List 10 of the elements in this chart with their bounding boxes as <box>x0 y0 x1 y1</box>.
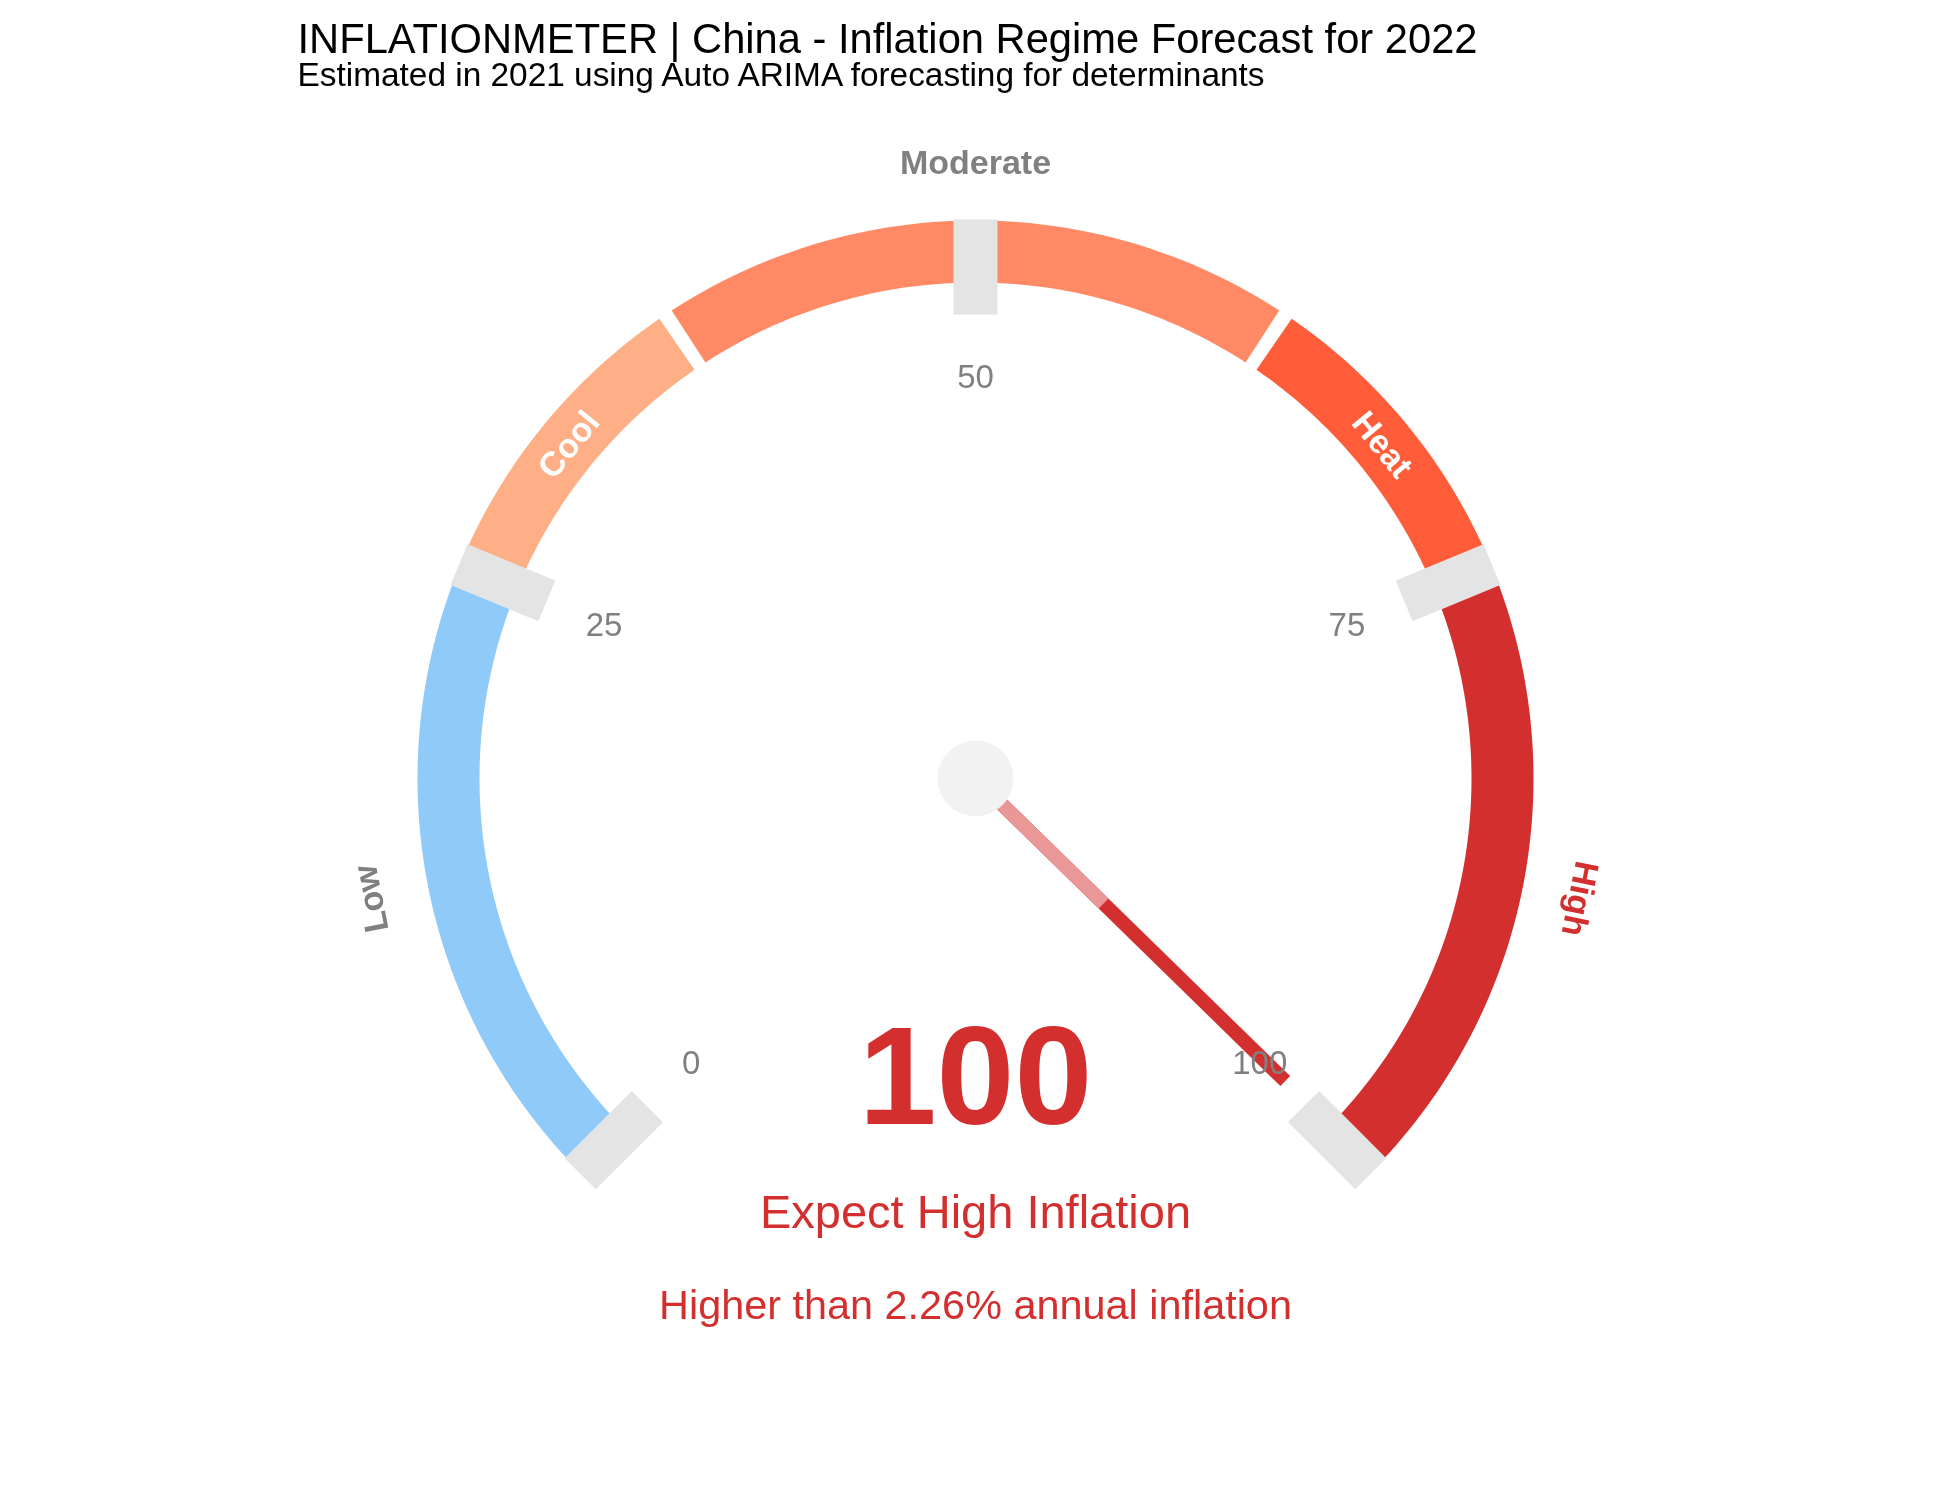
slice-label: Low <box>344 861 396 936</box>
text: 25 <box>585 606 623 644</box>
text: 100 <box>858 996 1093 1154</box>
slice-label: High <box>1554 858 1607 940</box>
text: Higher than 2.26% annual inflation <box>659 1281 1292 1328</box>
slice-label: Moderate <box>899 142 1052 181</box>
text: 0 <box>682 1044 701 1082</box>
text: 50 <box>957 358 994 395</box>
text: 75 <box>1328 606 1366 644</box>
text: Expect High Inflation <box>759 1185 1192 1238</box>
